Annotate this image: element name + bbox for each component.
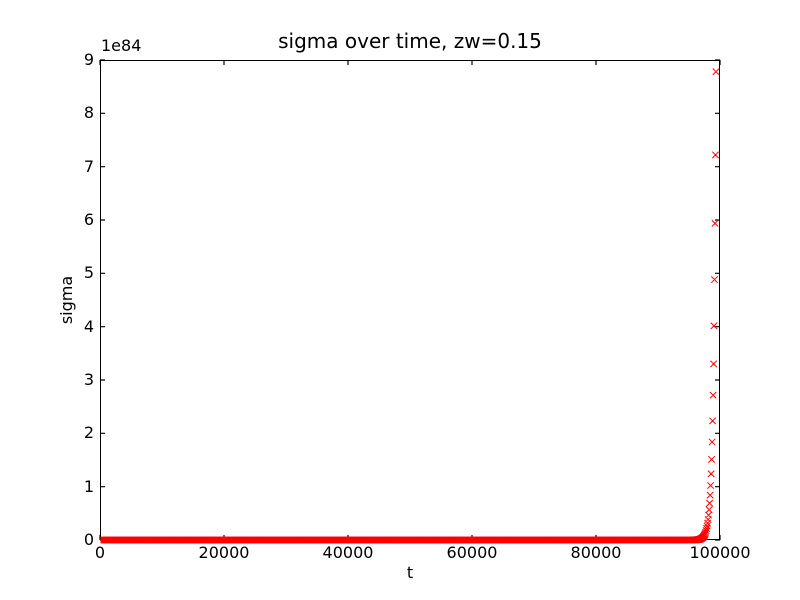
y-tick-label: 6: [83, 210, 94, 229]
y-tick-label: 3: [83, 370, 94, 389]
y-tick-label: 5: [83, 263, 94, 283]
y-tick-label: 4: [83, 316, 94, 336]
y-axis-offset-label: 1e84: [101, 36, 142, 55]
x-tick-label: 100000: [689, 543, 751, 562]
data-series-group: [100, 68, 720, 544]
y-tick-label: 1: [83, 476, 94, 496]
y-tick-label: 2: [83, 423, 94, 443]
x-tick-label: 60000: [446, 543, 498, 562]
y-tick-label: 0: [83, 530, 94, 549]
x-axis-label: t: [406, 563, 414, 582]
y-tick-label: 7: [83, 156, 94, 176]
y-axis-label: sigma: [57, 275, 76, 325]
axis-ticks: [99, 59, 721, 541]
x-tick-label: 80000: [570, 543, 622, 562]
x-tick-label: 40000: [322, 543, 374, 562]
plot-title: sigma over time, zw=0.15: [278, 29, 542, 53]
x-tick-label: 20000: [198, 543, 250, 562]
x-tick-label: 0: [94, 543, 106, 562]
y-tick-label: 8: [83, 103, 94, 123]
y-tick-label: 9: [83, 50, 94, 69]
axes-frame: [100, 60, 720, 540]
sigma-series-markers: [100, 68, 720, 544]
